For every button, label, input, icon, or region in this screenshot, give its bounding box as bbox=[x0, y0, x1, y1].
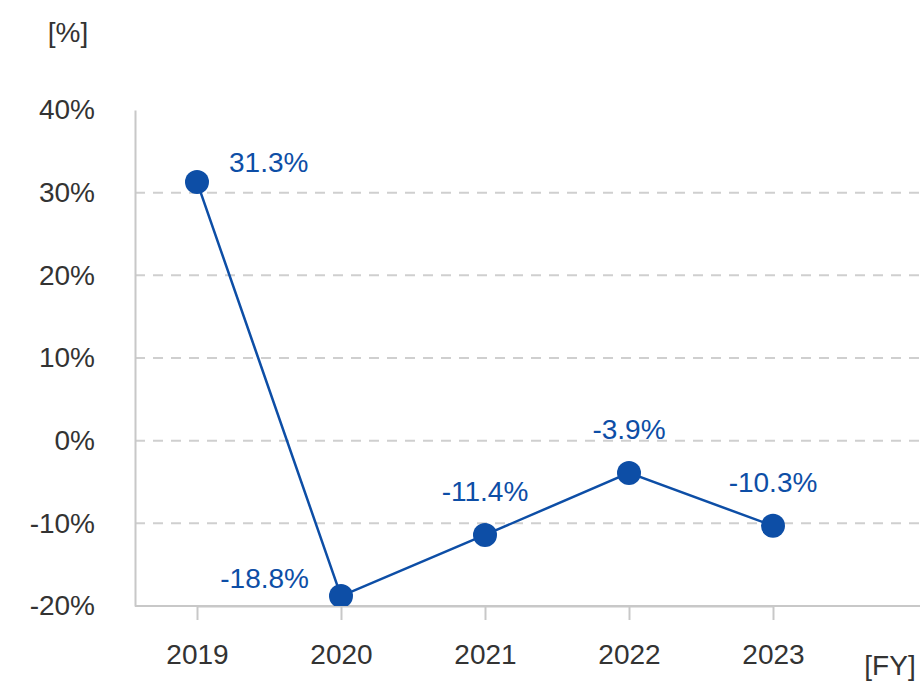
data-label: -11.4% bbox=[442, 476, 529, 507]
x-tick-mark bbox=[197, 606, 199, 620]
data-labels: 31.3% -18.8% -11.4% -3.9% -10.3% bbox=[220, 147, 817, 594]
data-label: 31.3% bbox=[229, 147, 308, 178]
y-tick-label: -10% bbox=[30, 508, 95, 539]
grid-line bbox=[135, 357, 920, 359]
data-label: -3.9% bbox=[592, 414, 665, 445]
marker bbox=[473, 523, 497, 547]
x-tick: 2021 bbox=[454, 606, 516, 670]
x-axis: 2019 2020 2021 2022 2023 bbox=[166, 606, 804, 670]
x-tick-label: 2020 bbox=[310, 639, 372, 670]
x-tick-mark bbox=[485, 606, 487, 620]
data-label: -10.3% bbox=[729, 467, 818, 498]
x-tick-mark bbox=[341, 606, 343, 620]
y-axis: -20% -10% 0% 10% 20% 30% 40% bbox=[30, 94, 136, 621]
marker bbox=[329, 584, 353, 606]
y-tick-label: 30% bbox=[39, 177, 95, 208]
marker bbox=[617, 461, 641, 485]
x-tick-label: 2019 bbox=[166, 639, 228, 670]
x-tick-label: 2021 bbox=[454, 639, 516, 670]
y-tick: 10% bbox=[39, 342, 135, 373]
y-tick-label: 0% bbox=[55, 425, 95, 456]
grid-line bbox=[135, 274, 920, 276]
marker bbox=[761, 514, 785, 538]
x-tick-mark bbox=[773, 606, 775, 620]
line bbox=[197, 182, 773, 596]
x-tick: 2022 bbox=[598, 606, 660, 670]
y-axis-title: [%] bbox=[48, 17, 88, 48]
x-axis-title: [FY] bbox=[864, 650, 915, 681]
y-axis-line bbox=[135, 111, 137, 607]
x-tick: 2023 bbox=[742, 606, 804, 670]
y-tick: 40% bbox=[39, 94, 135, 125]
x-tick: 2020 bbox=[310, 606, 372, 670]
x-tick-mark bbox=[629, 606, 631, 620]
y-tick-label: 10% bbox=[39, 342, 95, 373]
grid-line bbox=[135, 192, 920, 194]
y-tick-label: 20% bbox=[39, 260, 95, 291]
grid bbox=[135, 193, 920, 524]
y-tick: -10% bbox=[30, 508, 135, 539]
chart: -20%-10%0%10%20%30%40%201920202021202220… bbox=[0, 0, 924, 687]
y-tick: 30% bbox=[39, 177, 135, 208]
y-tick: -20% bbox=[30, 590, 135, 621]
grid-line bbox=[135, 440, 920, 442]
x-tick-label: 2023 bbox=[742, 639, 804, 670]
grid-line bbox=[135, 522, 920, 524]
series bbox=[185, 170, 785, 606]
x-tick-label: 2022 bbox=[598, 639, 660, 670]
x-baseline bbox=[135, 605, 920, 607]
y-tick: 20% bbox=[39, 260, 135, 291]
y-tick-label: -20% bbox=[30, 590, 95, 621]
y-tick-label: 40% bbox=[39, 94, 95, 125]
marker bbox=[185, 170, 209, 194]
data-label: -18.8% bbox=[220, 563, 309, 594]
x-tick: 2019 bbox=[166, 606, 228, 670]
y-tick: 0% bbox=[55, 425, 135, 456]
